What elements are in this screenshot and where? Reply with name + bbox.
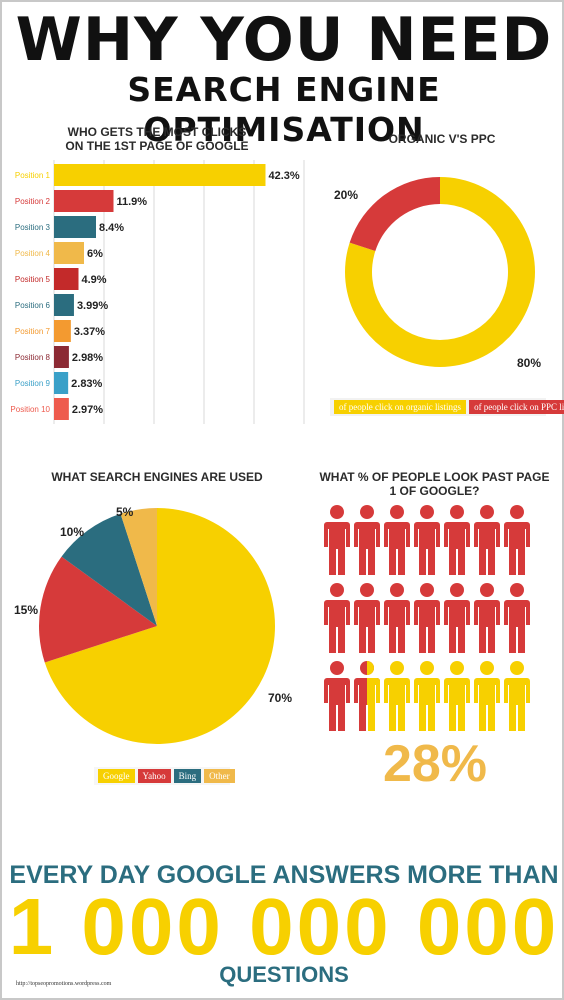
bar-value-label: 2.98% xyxy=(72,352,103,364)
bar-category-label: Position 2 xyxy=(15,197,51,206)
people-chart-title: WHAT % OF PEOPLE LOOK PAST PAGE 1 OF GOO… xyxy=(307,470,562,498)
person-icon xyxy=(414,661,440,731)
bar-category-label: Position 7 xyxy=(15,327,51,336)
organic-chart-title: ORGANIC V'S PPC xyxy=(388,132,496,146)
clicks-chart-title-line2: ON THE 1ST PAGE OF GOOGLE xyxy=(65,139,249,153)
person-icon xyxy=(324,583,350,653)
bar-category-label: Position 1 xyxy=(15,171,51,180)
bar-value-label: 3.99% xyxy=(77,300,108,312)
pie-slice xyxy=(44,508,275,744)
person-icon xyxy=(474,661,500,731)
bar xyxy=(54,320,71,342)
bar-value-label: 8.4% xyxy=(99,222,124,234)
bar xyxy=(54,346,69,368)
bar-category-label: Position 4 xyxy=(15,249,51,258)
person-icon xyxy=(324,661,350,731)
legend-yahoo: Yahoo xyxy=(137,769,171,783)
pie-slice xyxy=(38,556,157,663)
legend-google: Google xyxy=(98,769,135,783)
people-chart-title-line1: WHAT % OF PEOPLE LOOK PAST PAGE xyxy=(319,470,550,484)
person-icon xyxy=(444,505,470,575)
person-icon xyxy=(414,583,440,653)
engines-legend: Google Yahoo Bing Other xyxy=(94,767,235,785)
person-icon xyxy=(504,505,530,575)
person-icon xyxy=(354,583,380,653)
footer-line1: EVERY DAY GOOGLE ANSWERS MORE THAN xyxy=(9,861,559,889)
clicks-chart-title: WHO GETS THE MOST CLICKS ON THE 1ST PAGE… xyxy=(32,125,282,153)
bar-category-label: Position 9 xyxy=(15,379,51,388)
pie-value-label: 70% xyxy=(268,691,292,705)
person-icon xyxy=(474,583,500,653)
people-chart-title-line2: 1 OF GOOGLE? xyxy=(389,484,480,498)
bar-category-label: Position 8 xyxy=(15,353,51,362)
pie-value-label: 15% xyxy=(14,603,38,617)
person-icon xyxy=(474,505,500,575)
bar-value-label: 2.83% xyxy=(71,378,102,390)
bar-value-label: 11.9% xyxy=(117,196,148,208)
bar xyxy=(54,242,84,264)
bar-value-label: 2.97% xyxy=(72,404,103,416)
person-icon xyxy=(504,661,530,731)
pie-value-label: 5% xyxy=(116,505,134,519)
bar-value-label: 3.37% xyxy=(74,326,105,338)
person-icon xyxy=(384,583,410,653)
donut-slice xyxy=(349,177,440,251)
main-subtitle: SEARCH ENGINE OPTIMISATION xyxy=(127,70,441,149)
bar xyxy=(54,164,266,186)
legend-organic: of people click on organic listings xyxy=(334,400,467,414)
bar xyxy=(54,398,69,420)
engines-chart-title: WHAT SEARCH ENGINES ARE USED xyxy=(51,470,263,484)
footer-line3: QUESTIONS xyxy=(219,962,349,987)
bar-category-label: Position 5 xyxy=(15,275,51,284)
bar-value-label: 6% xyxy=(87,248,103,260)
bar xyxy=(54,216,96,238)
bar-value-label: 42.3% xyxy=(269,170,300,182)
pie-slice xyxy=(61,513,157,626)
donut-value-label: 20% xyxy=(334,188,358,202)
bar-value-label: 4.9% xyxy=(82,274,107,286)
footer-big-number: 1 000 000 000 xyxy=(8,882,560,971)
bar xyxy=(54,190,114,212)
person-icon xyxy=(504,583,530,653)
people-pictograph xyxy=(324,505,530,731)
legend-ppc: of people click on PPC listings xyxy=(469,400,564,414)
bar xyxy=(54,372,69,394)
person-icon xyxy=(444,583,470,653)
person-icon xyxy=(414,505,440,575)
person-icon xyxy=(354,661,380,731)
organic-donut-chart: 80% 20% xyxy=(334,177,541,370)
person-icon xyxy=(444,661,470,731)
bar-category-label: Position 3 xyxy=(15,223,51,232)
engines-pie-chart: 70% 15% 10% 5% xyxy=(14,505,292,744)
clicks-bar-chart: Position 1 42.3% Position 2 11.9% Position 3… xyxy=(10,160,305,424)
person-icon xyxy=(384,505,410,575)
organic-legend: of people click on organic listings of p… xyxy=(330,398,564,416)
bar xyxy=(54,268,79,290)
bar xyxy=(54,294,74,316)
people-percent: 28% xyxy=(382,735,488,793)
person-icon xyxy=(384,661,410,731)
person-icon xyxy=(324,505,350,575)
pie-value-label: 10% xyxy=(60,525,84,539)
donut-value-label: 80% xyxy=(517,356,541,370)
legend-bing: Bing xyxy=(173,769,202,783)
legend-other: Other xyxy=(204,769,235,783)
pie-slice xyxy=(120,508,157,626)
bar-category-label: Position 6 xyxy=(15,301,51,310)
clicks-chart-title-line1: WHO GETS THE MOST CLICKS xyxy=(67,125,247,139)
main-title: WHY YOU NEED xyxy=(15,5,553,75)
bar-category-label: Position 10 xyxy=(10,405,50,414)
credit-link[interactable]: http://topseopromotions.wordpress.com xyxy=(16,981,112,987)
person-icon xyxy=(354,505,380,575)
